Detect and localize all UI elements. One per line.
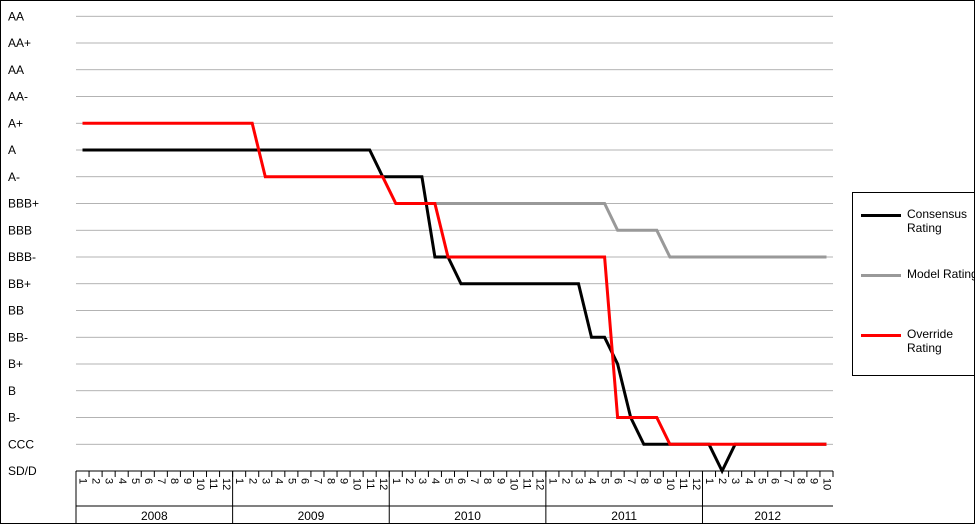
- x-month-label-17: 6: [298, 478, 310, 484]
- x-month-label-13: 2: [246, 478, 258, 484]
- y-tick-label-10: BBB+: [8, 197, 39, 211]
- year-label-2008: 2008: [141, 509, 168, 523]
- x-month-label-42: 7: [625, 478, 637, 484]
- x-month-label-37: 2: [560, 478, 572, 484]
- legend-swatch-override: [861, 334, 901, 337]
- gridlines: [76, 15, 833, 445]
- y-tick-label-16: AA+: [8, 36, 31, 50]
- y-tick-label-4: B+: [8, 357, 23, 371]
- legend: Consensus Rating Model Rating Override R…: [852, 192, 975, 376]
- x-month-label-51: 4: [742, 478, 754, 484]
- series-line-consensus-rating: [82, 148, 827, 475]
- x-month-label-6: 7: [155, 478, 167, 484]
- legend-swatch-consensus: [861, 214, 901, 217]
- x-month-label-56: 9: [808, 478, 820, 484]
- x-month-label-8: 9: [181, 478, 193, 484]
- x-month-label-19: 8: [325, 478, 337, 484]
- x-month-label-57: 10: [821, 478, 833, 490]
- x-month-label-18: 7: [312, 478, 324, 484]
- x-month-label-0: 1: [77, 478, 89, 484]
- x-month-label-27: 4: [429, 478, 441, 484]
- y-tick-label-6: BB: [8, 304, 24, 318]
- x-month-label-31: 8: [481, 478, 493, 484]
- x-month-label-15: 4: [272, 478, 284, 484]
- x-month-label-40: 5: [599, 478, 611, 484]
- x-month-label-41: 6: [612, 478, 624, 484]
- y-tick-label-17: AA: [8, 9, 24, 23]
- x-month-label-24: 1: [390, 478, 402, 484]
- x-month-label-3: 4: [116, 478, 128, 484]
- x-month-label-47: 12: [690, 478, 702, 490]
- x-month-label-9: 10: [194, 478, 206, 490]
- x-month-label-14: 3: [259, 478, 271, 484]
- year-label-2012: 2012: [754, 509, 781, 523]
- x-month-label-38: 3: [573, 478, 585, 484]
- x-month-label-7: 8: [168, 478, 180, 484]
- x-month-label-39: 4: [586, 478, 598, 484]
- x-month-label-23: 12: [377, 478, 389, 490]
- y-tick-label-1: CCC: [8, 437, 34, 451]
- y-tick-label-2: B-: [8, 411, 20, 425]
- y-tick-label-0: SD/D: [8, 464, 37, 478]
- series-line-override-rating: [82, 121, 827, 446]
- x-month-label-20: 9: [338, 478, 350, 484]
- y-tick-label-3: B: [8, 384, 16, 398]
- x-month-label-25: 2: [403, 478, 415, 484]
- x-month-label-55: 8: [794, 478, 806, 484]
- series-lines: [82, 121, 827, 475]
- x-month-label-22: 11: [364, 478, 376, 489]
- y-tick-label-15: AA: [8, 63, 24, 77]
- x-month-label-29: 6: [455, 478, 467, 484]
- x-month-label-11: 12: [220, 478, 232, 490]
- y-tick-label-9: BBB: [8, 223, 32, 237]
- x-month-label-44: 9: [651, 478, 663, 484]
- year-label-2011: 2011: [611, 509, 637, 523]
- legend-label-consensus: Consensus Rating: [907, 207, 968, 235]
- legend-label-model: Model Rating: [907, 267, 975, 281]
- x-month-label-33: 10: [507, 478, 519, 490]
- x-month-label-32: 9: [494, 478, 506, 484]
- y-tick-label-5: BB-: [8, 330, 28, 344]
- x-month-label-53: 6: [768, 478, 780, 484]
- legend-label-override: Override Rating: [907, 327, 954, 355]
- x-month-label-49: 2: [716, 478, 728, 484]
- x-month-label-21: 10: [351, 478, 363, 490]
- y-axis-tick-labels: SD/DCCCB-BB+BB-BBBB+BBB-BBBBBB+A-AA+AA-A…: [8, 9, 39, 478]
- y-tick-label-11: A-: [8, 170, 20, 184]
- x-month-label-35: 12: [533, 478, 545, 490]
- x-month-label-30: 7: [468, 478, 480, 484]
- x-month-label-16: 5: [285, 478, 297, 484]
- x-month-label-26: 3: [416, 478, 428, 484]
- x-month-label-52: 5: [755, 478, 767, 484]
- x-month-label-43: 8: [638, 478, 650, 484]
- x-month-label-5: 6: [142, 478, 154, 484]
- x-month-label-4: 5: [129, 478, 141, 484]
- y-tick-label-7: BB+: [8, 277, 31, 291]
- series-line-model-rating: [421, 202, 827, 259]
- x-month-label-48: 1: [703, 478, 715, 484]
- year-label-2009: 2009: [298, 509, 325, 523]
- y-tick-label-14: AA-: [8, 90, 28, 104]
- x-month-label-54: 7: [781, 478, 793, 484]
- x-month-label-28: 5: [442, 478, 454, 484]
- x-month-label-12: 1: [233, 478, 245, 484]
- y-tick-label-13: A+: [8, 116, 23, 130]
- x-month-label-10: 11: [207, 478, 219, 489]
- x-month-label-34: 11: [520, 478, 532, 489]
- x-month-label-45: 10: [664, 478, 676, 490]
- year-label-2010: 2010: [454, 509, 481, 523]
- legend-swatch-model: [861, 274, 901, 277]
- y-tick-label-12: A: [8, 143, 16, 157]
- x-month-label-36: 1: [546, 478, 558, 484]
- x-month-label-46: 11: [677, 478, 689, 489]
- y-tick-label-8: BBB-: [8, 250, 36, 264]
- x-month-label-2: 3: [103, 478, 115, 484]
- x-month-label-50: 3: [729, 478, 741, 484]
- x-month-label-1: 2: [90, 478, 102, 484]
- x-axis: 1 2 3 4 5 6 7 8 9 10 11 12 1 2 3 4 5 6 7 8 9 10 11 12 1 2 3 4 5 6 7 8 9 1…: [75, 470, 834, 524]
